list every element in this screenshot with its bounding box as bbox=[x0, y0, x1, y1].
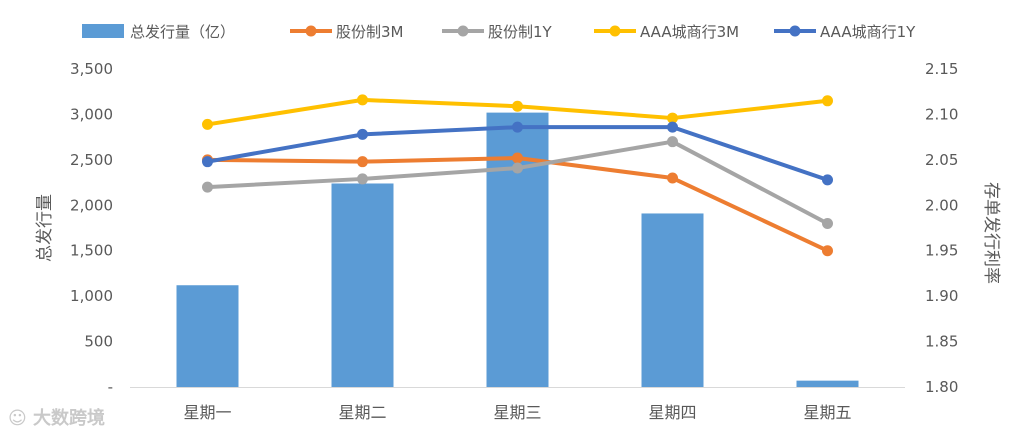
legend-label: 股份制3M bbox=[336, 23, 404, 41]
left-tick-label: 500 bbox=[84, 333, 113, 351]
left-tick-label: - bbox=[108, 378, 113, 396]
point-股份制1Y bbox=[667, 136, 678, 148]
legend-marker bbox=[457, 25, 469, 37]
legend-marker bbox=[789, 25, 801, 37]
point-股份制1Y bbox=[822, 217, 833, 229]
legend-marker bbox=[609, 25, 621, 37]
left-tick-label: 1,500 bbox=[70, 242, 113, 260]
x-tick-label: 星期二 bbox=[338, 403, 386, 422]
point-股份制3M bbox=[357, 156, 368, 168]
point-AAA城商行3M bbox=[357, 94, 368, 106]
point-AAA城商行3M bbox=[822, 95, 833, 107]
left-tick-label: 3,000 bbox=[70, 105, 113, 123]
watermark-logo-icon: ☺ bbox=[8, 408, 34, 429]
bar-星期一 bbox=[176, 285, 239, 387]
point-股份制3M bbox=[512, 152, 523, 164]
legend-label: AAA城商行1Y bbox=[820, 23, 916, 41]
x-tick-label: 星期一 bbox=[183, 403, 231, 422]
x-tick-label: 星期四 bbox=[648, 403, 696, 422]
legend-marker bbox=[305, 25, 317, 37]
point-AAA城商行3M bbox=[667, 112, 678, 124]
legend-swatch-bar bbox=[82, 24, 124, 38]
left-tick-label: 1,000 bbox=[70, 287, 113, 305]
right-tick-label: 2.15 bbox=[925, 60, 958, 78]
point-股份制3M bbox=[822, 245, 833, 257]
left-tick-label: 2,500 bbox=[70, 151, 113, 169]
point-AAA城商行1Y bbox=[357, 128, 368, 140]
point-AAA城商行1Y bbox=[202, 156, 213, 168]
point-股份制1Y bbox=[512, 162, 523, 174]
point-AAA城商行3M bbox=[202, 118, 213, 130]
legend-label: 总发行量（亿） bbox=[130, 23, 235, 41]
right-tick-label: 2.05 bbox=[925, 151, 958, 169]
right-tick-label: 1.80 bbox=[925, 378, 958, 396]
point-AAA城商行1Y bbox=[667, 121, 678, 133]
right-tick-label: 2.00 bbox=[925, 196, 958, 214]
right-tick-label: 2.10 bbox=[925, 105, 958, 123]
right-tick-label: 1.85 bbox=[925, 333, 958, 351]
legend-label: AAA城商行3M bbox=[640, 23, 739, 41]
point-股份制3M bbox=[667, 172, 678, 184]
legend-label: 股份制1Y bbox=[488, 23, 553, 41]
bar-星期五 bbox=[796, 380, 859, 387]
left-tick-label: 3,500 bbox=[70, 60, 113, 78]
bar-星期四 bbox=[641, 213, 704, 387]
bar-星期二 bbox=[331, 183, 394, 387]
watermark: ☺ 大数跨境 bbox=[8, 404, 105, 430]
point-AAA城商行1Y bbox=[512, 121, 523, 133]
left-axis-title: 总发行量 bbox=[35, 194, 55, 262]
x-tick-label: 星期三 bbox=[493, 403, 541, 422]
right-tick-label: 1.90 bbox=[925, 287, 958, 305]
point-AAA城商行3M bbox=[512, 100, 523, 112]
point-股份制1Y bbox=[202, 181, 213, 193]
right-tick-label: 1.95 bbox=[925, 242, 958, 260]
right-axis-title: 存单发行利率 bbox=[981, 182, 1001, 284]
point-股份制1Y bbox=[357, 173, 368, 185]
watermark-text: 大数跨境 bbox=[33, 408, 106, 429]
x-tick-label: 星期五 bbox=[803, 403, 851, 422]
point-AAA城商行1Y bbox=[822, 174, 833, 186]
left-tick-label: 2,000 bbox=[70, 196, 113, 214]
